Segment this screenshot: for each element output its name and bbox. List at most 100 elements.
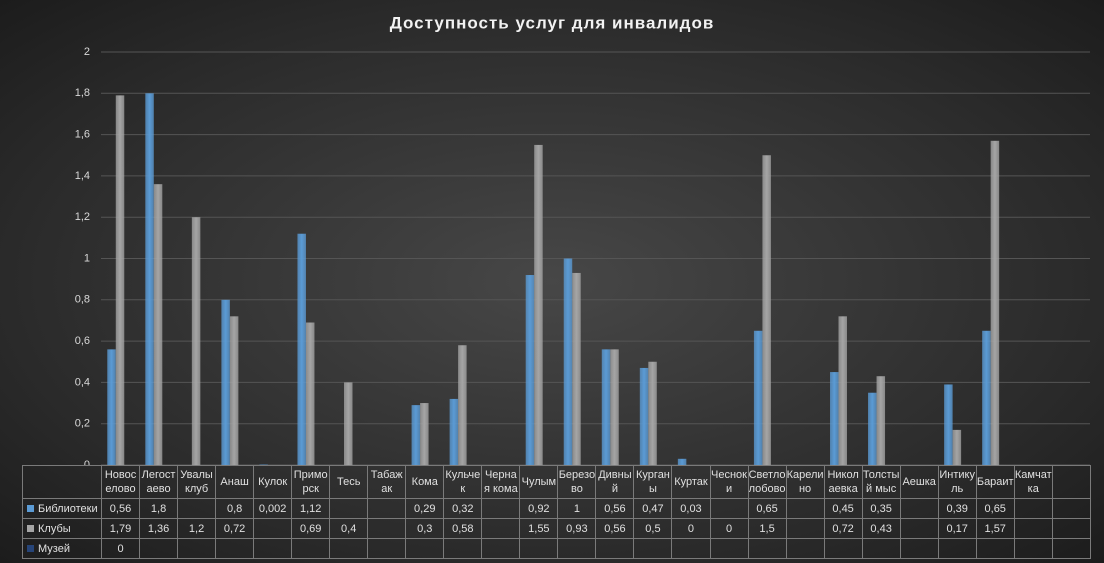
bar (229, 316, 239, 465)
table-cell (1013, 518, 1053, 539)
table-cell (1051, 465, 1091, 499)
table-cell-text: 0,58 (443, 518, 483, 539)
table-cell-text: 0,5 (633, 518, 673, 539)
legend-label: Музей (38, 542, 70, 555)
table-cell-text: 0,92 (519, 498, 559, 519)
y-tick-label: 1,2 (75, 211, 90, 223)
y-tick-label: 0,4 (75, 376, 90, 388)
table-cell-text: 0,47 (633, 498, 673, 519)
table-cell (823, 538, 863, 559)
bar (677, 458, 687, 465)
table-cell-text: 1,5 (747, 518, 787, 539)
chart-title: Доступность услуг для инвалидов (390, 13, 715, 32)
bar (458, 345, 467, 465)
legend-swatch (27, 524, 34, 532)
bar (944, 384, 953, 465)
bar (982, 330, 991, 465)
table-cell-text: Березово (557, 465, 597, 499)
table-cell-text: 0,65 (747, 498, 787, 519)
table-cell (481, 538, 521, 559)
bar (830, 372, 839, 465)
bar (305, 322, 315, 465)
table-cell (481, 498, 521, 519)
table-cell-text: Кулок (253, 465, 293, 499)
bar (525, 275, 535, 465)
table-cell (1051, 518, 1091, 539)
bar (876, 376, 886, 465)
y-tick-label: 0,8 (75, 294, 90, 306)
table-cell-text: 0 (100, 538, 141, 559)
y-tick-label: 0,2 (75, 418, 90, 430)
table-cell (177, 498, 217, 519)
table-cell-text: 0,32 (443, 498, 483, 519)
table-cell (253, 538, 293, 559)
table-cell (329, 498, 369, 519)
table-cell-text: Курганы (633, 465, 673, 499)
legend-item: Библиотеки (22, 498, 102, 519)
table-cell-text: 1,79 (100, 518, 141, 539)
bar (601, 349, 611, 465)
table-cell-text: 0,03 (671, 498, 711, 519)
y-tick-label: 1,6 (75, 129, 90, 141)
table-cell (785, 518, 825, 539)
table-cell (1013, 498, 1053, 519)
table-cell-text: 0,35 (861, 498, 901, 519)
table-cell (747, 538, 787, 559)
table-cell (709, 538, 749, 559)
table-cell-text: 0,002 (253, 498, 293, 519)
table-cell-text: Куртак (671, 465, 711, 499)
table-cell-text: Чесноки (709, 465, 749, 499)
table-cell (785, 538, 825, 559)
table-cell-text: 0,39 (937, 498, 977, 519)
table-cell-text: 0 (709, 518, 749, 539)
table-cell (633, 538, 673, 559)
table-cell-text: 1 (557, 498, 597, 519)
table-cell-text: 0,8 (215, 498, 255, 519)
bar (534, 144, 543, 465)
table-cell-text: 0,56 (595, 518, 635, 539)
table-cell-text: Черная кома (481, 465, 521, 499)
bar (868, 392, 877, 465)
table-cell-text: Дивный (595, 465, 635, 499)
table-cell (367, 518, 407, 539)
table-cell-text: Табажак (367, 465, 407, 499)
bar (297, 233, 306, 465)
table-cell-text: 0,69 (291, 518, 331, 539)
table-cell-text: 0,17 (937, 518, 977, 539)
table-cell-text: Камчатка (1013, 465, 1053, 499)
table-cell (899, 518, 939, 539)
table-cell-text: Кульчек (443, 465, 483, 499)
legend-swatch (27, 504, 34, 512)
table-cell (785, 498, 825, 519)
table-cell (899, 538, 939, 559)
bar (838, 316, 847, 465)
y-tick-label: 0,6 (75, 335, 90, 347)
table-cell-text: 0,72 (823, 518, 863, 539)
table-cell-text: 0,43 (861, 518, 901, 539)
table-cell-text: Приморск (291, 465, 331, 499)
bar (648, 361, 657, 465)
table-cell-text: Легостаево (139, 465, 179, 499)
table-cell (861, 538, 901, 559)
table-cell-text: 0,45 (823, 498, 863, 519)
bar (639, 367, 649, 465)
bar (753, 330, 763, 465)
table-cell-text: 1,2 (177, 518, 217, 539)
bar (572, 272, 581, 465)
table-cell (975, 538, 1015, 559)
table-cell (443, 538, 483, 559)
table-cell-text: 0,4 (329, 518, 369, 539)
table-cell (329, 538, 369, 559)
bar (952, 429, 962, 465)
legend-label: Библиотеки (38, 502, 98, 515)
y-tick-label: 1,8 (75, 87, 90, 99)
table-cell-text: 0,56 (100, 498, 141, 519)
table-cell (22, 465, 102, 499)
table-cell (291, 538, 331, 559)
table-cell (481, 518, 521, 539)
bar (610, 349, 619, 465)
table-cell (709, 498, 749, 519)
table-cell (899, 498, 939, 519)
table-cell (1051, 498, 1091, 519)
